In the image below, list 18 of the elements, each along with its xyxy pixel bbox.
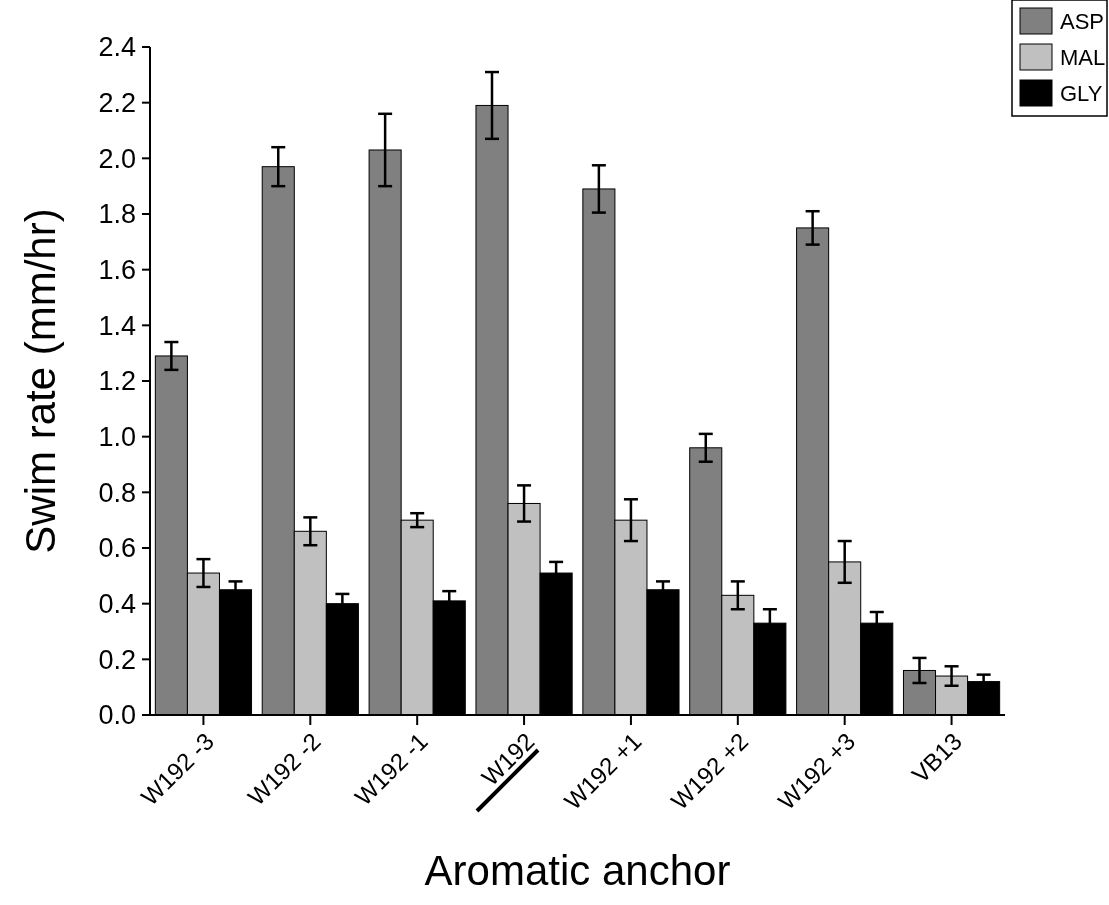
y-axis-title: Swim rate (mm/hr) bbox=[17, 208, 64, 554]
y-tick-label: 1.8 bbox=[98, 199, 136, 230]
y-tick-label: 1.6 bbox=[98, 255, 136, 286]
y-tick-label: 0.8 bbox=[98, 477, 136, 508]
y-tick-label: 1.0 bbox=[98, 422, 136, 453]
y-tick-label: 0.4 bbox=[98, 589, 136, 620]
y-tick-label: 2.4 bbox=[98, 32, 136, 63]
y-tick-label: 1.2 bbox=[98, 366, 136, 397]
y-tick-label: 0.2 bbox=[98, 644, 136, 675]
legend-label: ASP bbox=[1060, 8, 1105, 34]
legend-label: GLY bbox=[1060, 80, 1103, 106]
y-tick-label: 2.0 bbox=[98, 143, 136, 174]
y-tick-label: 1.4 bbox=[98, 310, 136, 341]
y-tick-label: 0.6 bbox=[98, 533, 136, 564]
y-tick-label: 0.0 bbox=[98, 700, 136, 731]
legend-label: MAL bbox=[1060, 44, 1106, 70]
x-axis-title: Aromatic anchor bbox=[424, 847, 731, 894]
y-tick-label: 2.2 bbox=[98, 88, 136, 119]
